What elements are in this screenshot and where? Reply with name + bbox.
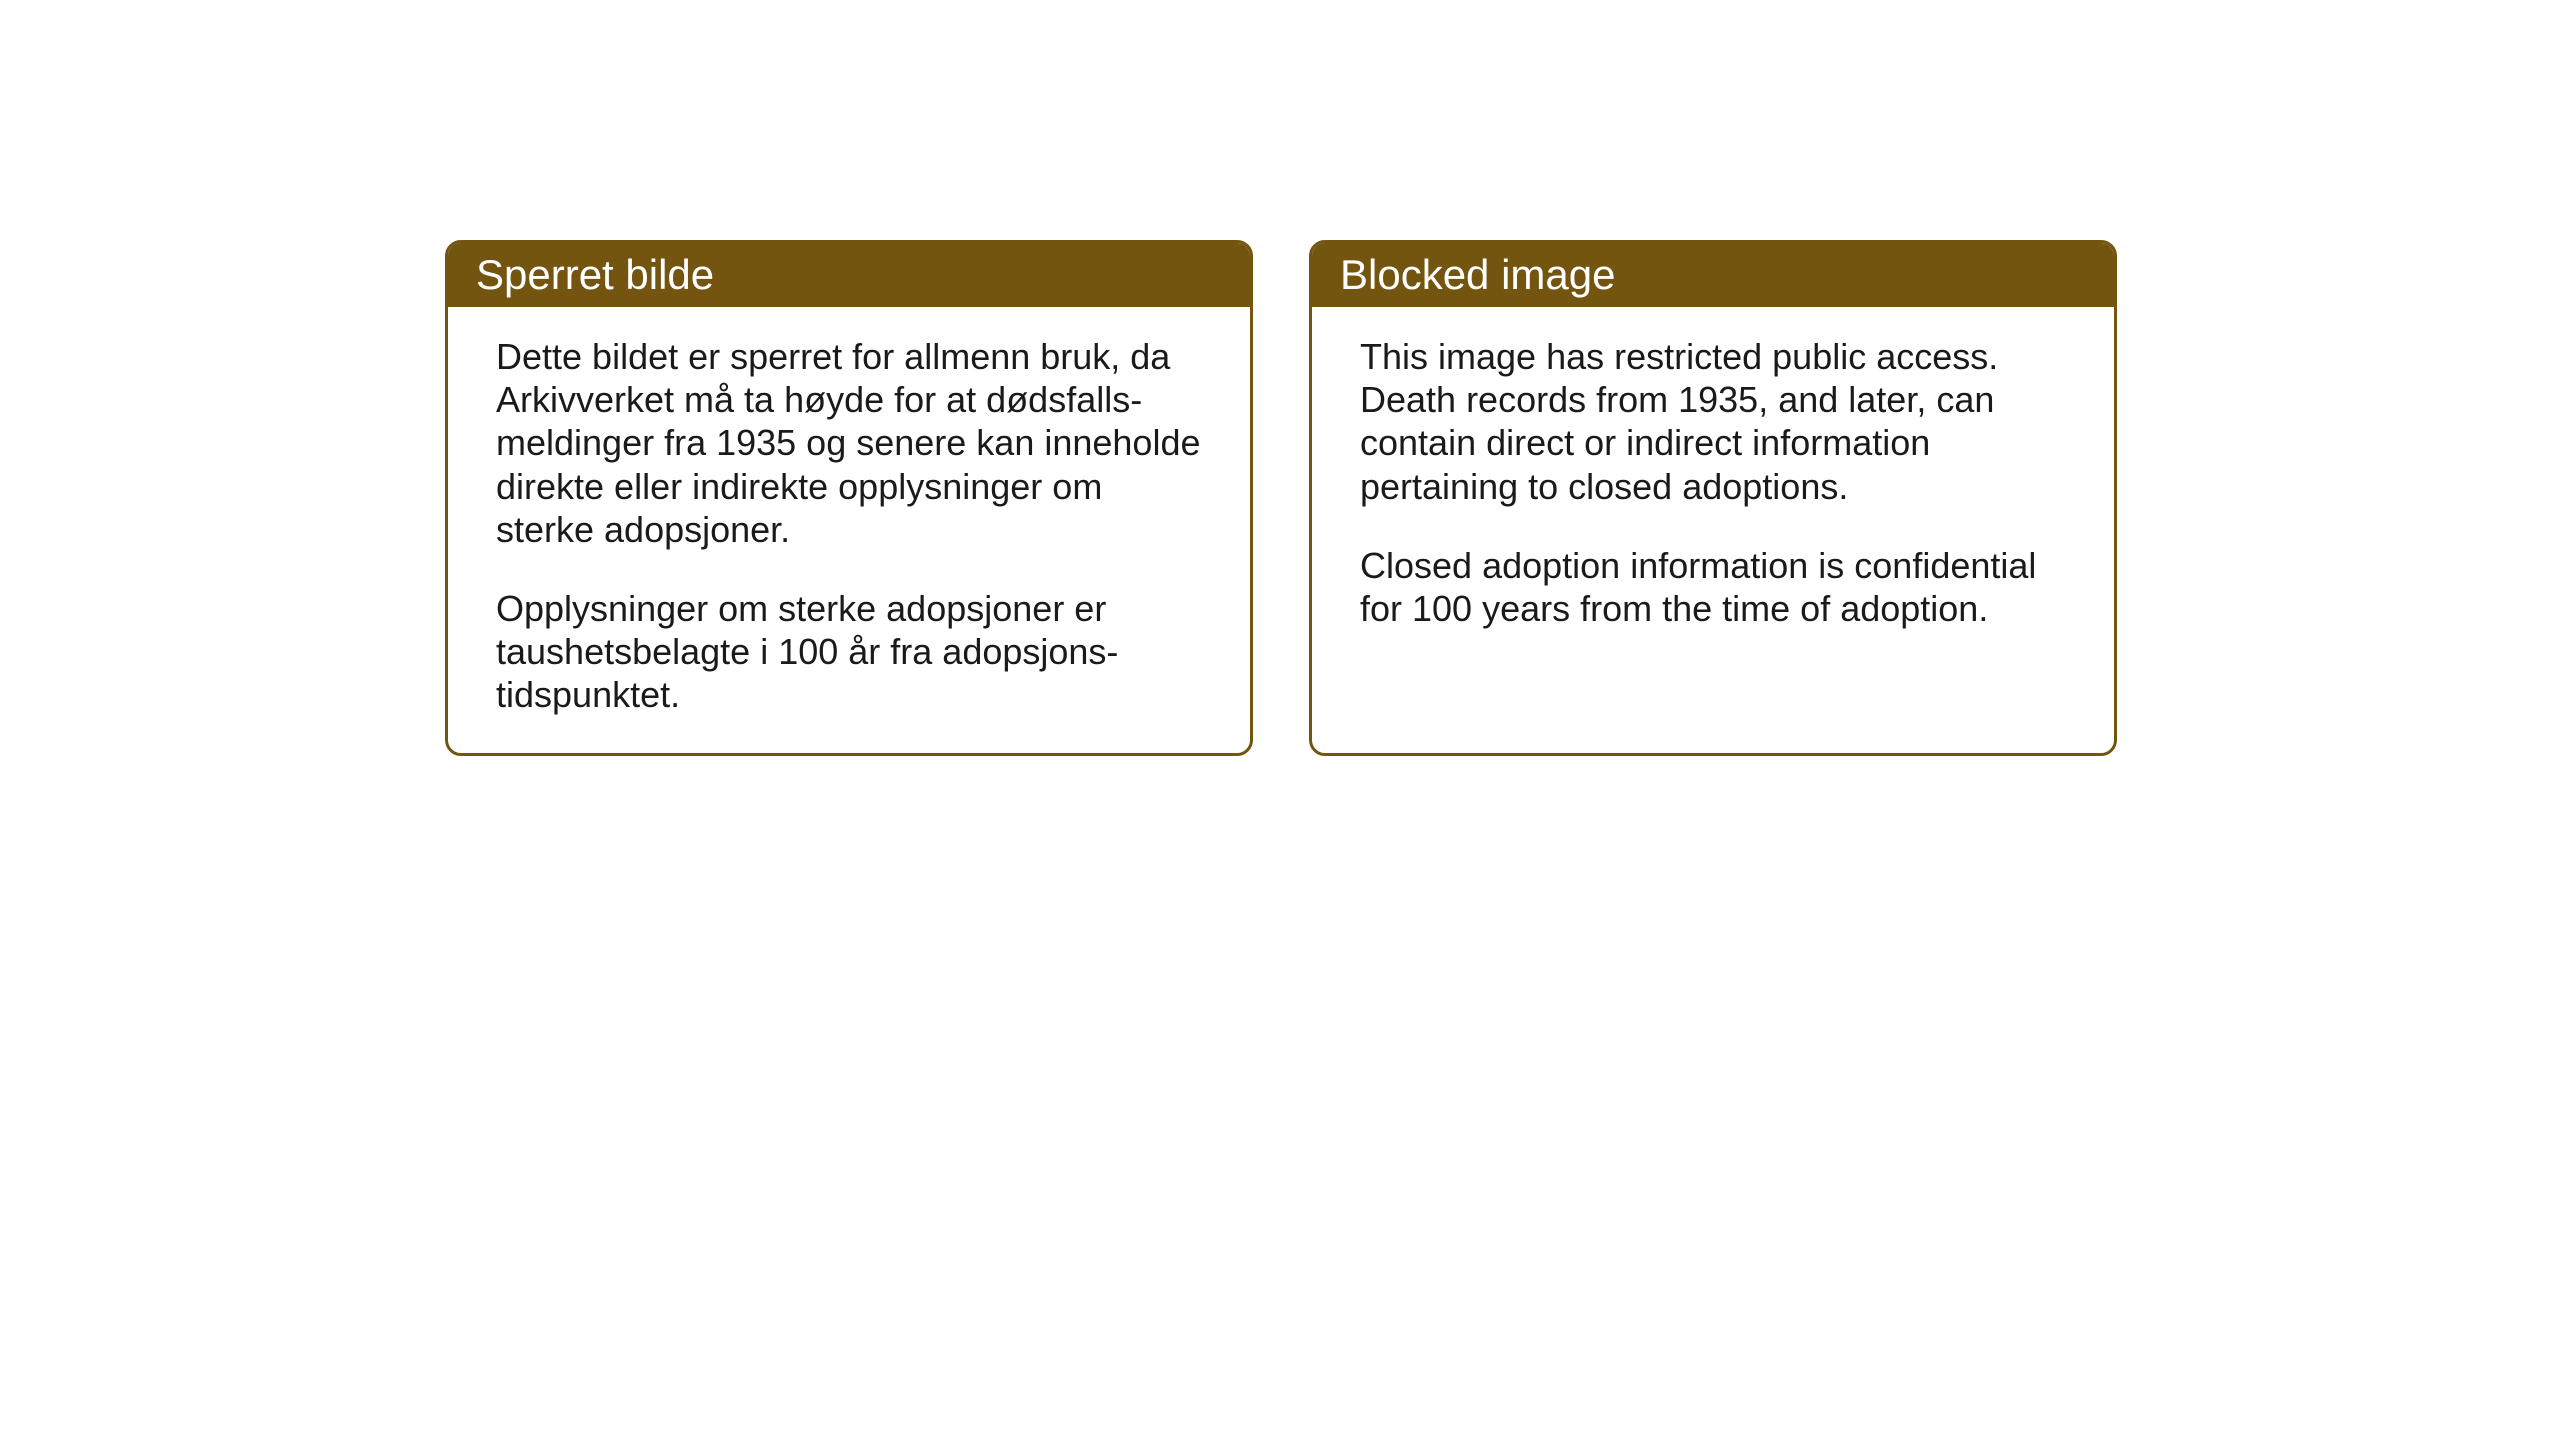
notice-header-english: Blocked image: [1312, 243, 2114, 307]
notice-paragraph-1-norwegian: Dette bildet er sperret for allmenn bruk…: [496, 335, 1202, 551]
notice-card-norwegian: Sperret bilde Dette bildet er sperret fo…: [445, 240, 1253, 756]
notice-title-norwegian: Sperret bilde: [476, 251, 714, 298]
notice-paragraph-1-english: This image has restricted public access.…: [1360, 335, 2066, 508]
notice-container: Sperret bilde Dette bildet er sperret fo…: [445, 240, 2117, 756]
notice-title-english: Blocked image: [1340, 251, 1615, 298]
notice-paragraph-2-english: Closed adoption information is confident…: [1360, 544, 2066, 630]
notice-body-norwegian: Dette bildet er sperret for allmenn bruk…: [448, 307, 1250, 753]
notice-paragraph-2-norwegian: Opplysninger om sterke adopsjoner er tau…: [496, 587, 1202, 717]
notice-body-english: This image has restricted public access.…: [1312, 307, 2114, 666]
notice-header-norwegian: Sperret bilde: [448, 243, 1250, 307]
notice-card-english: Blocked image This image has restricted …: [1309, 240, 2117, 756]
